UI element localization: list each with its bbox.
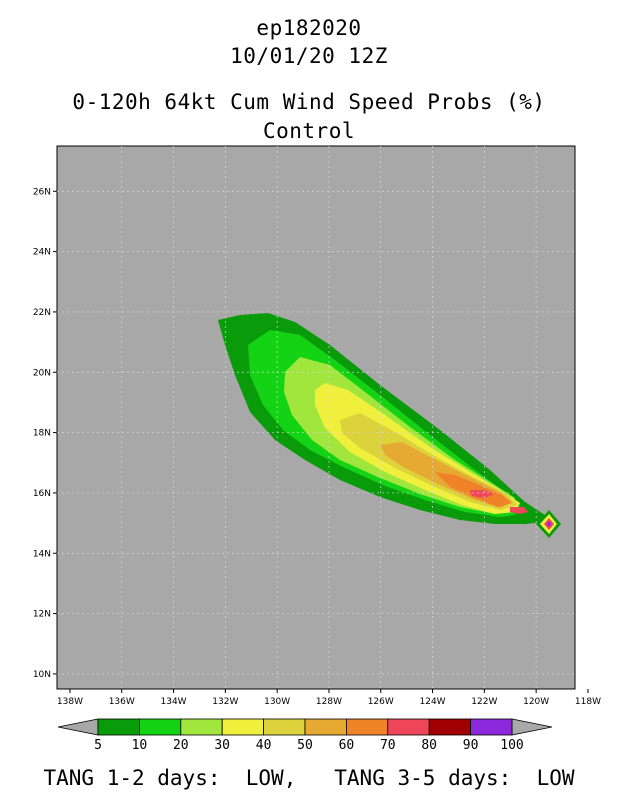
legend-swatch [345, 718, 389, 736]
storm-id: ep182020 [256, 16, 362, 40]
legend-swatch [263, 718, 306, 736]
tang-footer: TANG 1-2 days: LOW, TANG 3-5 days: LOW [43, 766, 575, 790]
longitude-ticks: 138W 136W 134W 132W 130W 128W 126W 124W 122W 120W… [57, 689, 601, 707]
legend-swatch [180, 718, 223, 736]
lon-tick-label: 128W [316, 697, 342, 707]
legend-label: 100 [500, 738, 523, 753]
swath-cell-90-percent [547, 521, 551, 527]
lat-tick-label: 20N [33, 368, 51, 378]
legend-swatch [428, 718, 472, 736]
color-legend: 5 10 20 30 40 50 60 70 80 90 100 [57, 718, 553, 753]
lat-tick-label: 10N [33, 670, 51, 680]
legend-label: 50 [297, 738, 313, 753]
lat-tick-label: 12N [33, 610, 51, 620]
lon-tick-label: 134W [161, 697, 187, 707]
member-name: Control [262, 119, 355, 143]
lon-tick-label: 120W [523, 697, 549, 707]
legend-swatch [221, 718, 264, 736]
legend-swatch [470, 718, 513, 736]
latitude-ticks: 26N 24N 22N 20N 18N 16N 14N 12N 10N [33, 187, 57, 680]
swath-70-percent-a [470, 490, 494, 498]
lon-tick-label: 124W [420, 697, 446, 707]
lat-tick-label: 22N [33, 308, 51, 318]
lon-tick-label: 126W [368, 697, 394, 707]
legend-label: 80 [421, 738, 437, 753]
lon-tick-label: 118W [575, 697, 601, 707]
swath-60-percent [435, 472, 512, 507]
legend-label: 30 [214, 738, 230, 753]
legend-label: 20 [173, 738, 189, 753]
probability-swath [218, 313, 561, 538]
legend-label: 60 [339, 738, 355, 753]
lat-tick-label: 18N [33, 429, 51, 439]
lon-tick-label: 132W [212, 697, 238, 707]
legend-swatch [97, 718, 140, 736]
lon-tick-label: 138W [57, 697, 83, 707]
lat-tick-label: 26N [33, 187, 51, 197]
legend-low-arrow [57, 718, 99, 736]
legend-label: 10 [132, 738, 148, 753]
lat-tick-label: 16N [33, 489, 51, 499]
lat-lon-grid [57, 146, 575, 689]
product-title: 0-120h 64kt Cum Wind Speed Probs (%) [72, 90, 546, 114]
swath-70-percent-b [510, 507, 528, 514]
legend-label: 70 [380, 738, 396, 753]
legend-label: 5 [94, 738, 102, 753]
forecast-date: 10/01/20 12Z [230, 44, 388, 68]
lon-tick-label: 130W [264, 697, 290, 707]
legend-high-arrow [511, 718, 553, 736]
legend-swatch [304, 718, 347, 736]
legend-swatch [138, 718, 182, 736]
legend-label: 40 [256, 738, 272, 753]
legend-label: 90 [463, 738, 479, 753]
lon-tick-label: 122W [471, 697, 497, 707]
lat-tick-label: 14N [33, 549, 51, 559]
legend-swatch [387, 718, 430, 736]
lat-tick-label: 24N [33, 248, 51, 258]
lon-tick-label: 136W [109, 697, 135, 707]
